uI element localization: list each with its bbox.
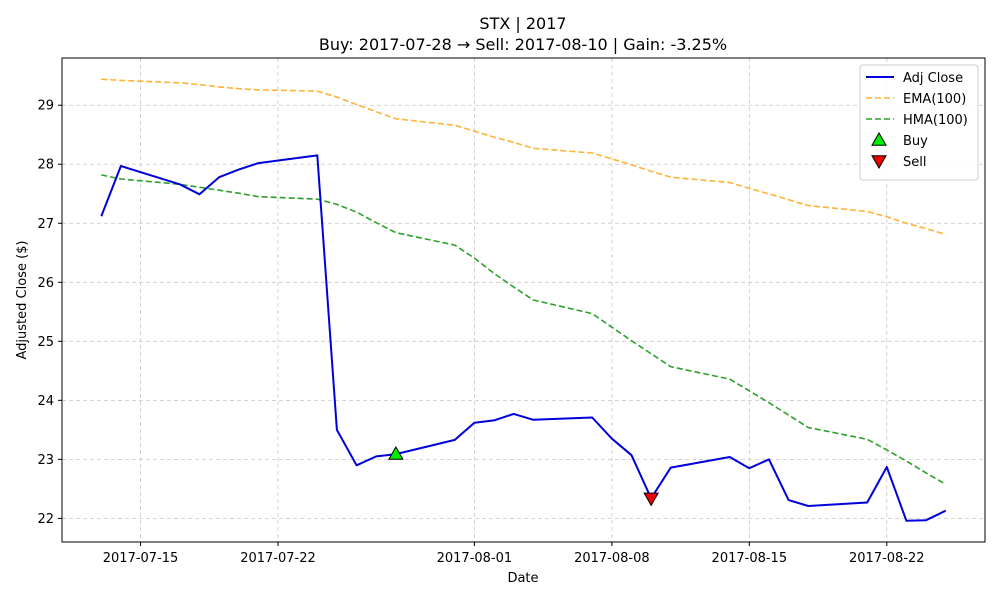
series-line-hma-100 — [101, 174, 947, 485]
y-tick-label: 29 — [37, 99, 54, 114]
legend-swatch — [871, 155, 887, 170]
axis-ticks: 22 23 24 25 26 27 28 29 2017-07-15 2017-07-22 2017… — [37, 99, 924, 566]
x-tick-label: 2017-07-22 — [240, 551, 316, 566]
buy-marker — [387, 446, 404, 460]
legend-label: Adj Close — [903, 71, 963, 86]
chart-title: STX | 2017 — [479, 14, 566, 33]
y-tick-label: 27 — [37, 217, 54, 232]
trade-markers — [387, 446, 660, 507]
plot-frame — [61, 57, 986, 543]
y-tick-label: 22 — [37, 512, 54, 527]
x-tick-label: 2017-08-01 — [437, 551, 513, 566]
x-axis-label: Date — [507, 571, 538, 586]
series-line-adj-close — [100, 154, 947, 522]
x-tick-label: 2017-08-15 — [712, 551, 788, 566]
y-tick-label: 28 — [37, 158, 54, 173]
legend-label: HMA(100) — [903, 113, 968, 128]
sell-marker — [643, 492, 660, 507]
y-tick-label: 26 — [37, 276, 54, 291]
series-lines — [100, 78, 947, 522]
legend-label: Sell — [903, 155, 926, 170]
legend-box — [859, 64, 979, 181]
legend: Adj Close EMA(100) HMA(100) Buy Sell — [859, 64, 979, 181]
legend-label: Buy — [903, 134, 928, 149]
series-line-ema-100 — [101, 78, 946, 236]
y-tick-label: 24 — [37, 394, 54, 409]
x-tick-label: 2017-08-22 — [849, 551, 925, 566]
legend-label: EMA(100) — [903, 92, 966, 107]
grid-lines — [62, 58, 985, 542]
x-tick-label: 2017-07-15 — [103, 551, 179, 566]
x-tick-label: 2017-08-08 — [574, 551, 650, 566]
legend-swatch — [871, 131, 887, 146]
y-tick-label: 23 — [37, 453, 54, 468]
chart-subtitle: Buy: 2017-07-28 → Sell: 2017-08-10 | Gai… — [319, 35, 727, 54]
y-axis-label: Adjusted Close ($) — [15, 241, 30, 360]
y-tick-label: 25 — [37, 335, 54, 350]
